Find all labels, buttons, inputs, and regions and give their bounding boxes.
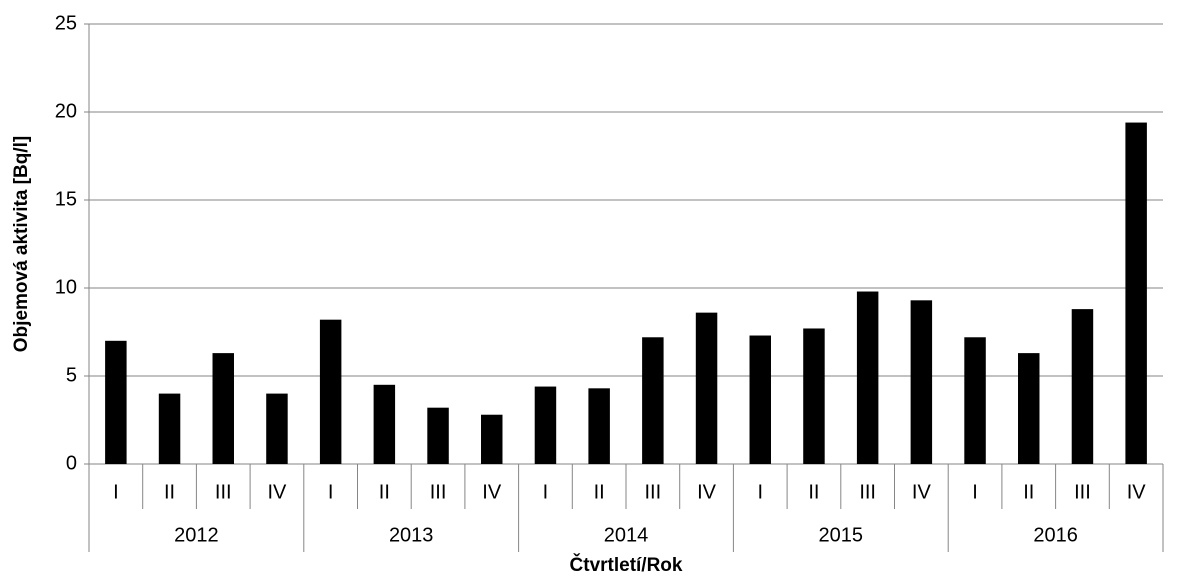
- y-tick-label: 5: [66, 364, 77, 386]
- bar: [319, 319, 342, 464]
- x-tick-label: I: [972, 481, 978, 503]
- group-label: 2015: [819, 524, 864, 546]
- bar: [1018, 353, 1040, 464]
- x-tick-label: III: [215, 481, 232, 503]
- x-tick-label: II: [164, 481, 175, 503]
- bar: [427, 407, 449, 464]
- y-tick-label: 25: [55, 12, 77, 34]
- y-tick-label: 20: [55, 100, 77, 122]
- x-tick-label: IV: [912, 481, 932, 503]
- bar: [105, 340, 127, 464]
- x-tick-label: I: [757, 481, 763, 503]
- y-axis-title: Objemová aktivita [Bq/l]: [11, 136, 32, 352]
- y-tick-label: 0: [66, 452, 77, 474]
- x-tick-label: I: [543, 481, 549, 503]
- bar: [534, 386, 557, 464]
- bar: [266, 393, 288, 464]
- bar: [481, 414, 503, 464]
- x-tick-label: IV: [267, 481, 287, 503]
- group-label: 2013: [389, 524, 434, 546]
- x-tick-label: II: [379, 481, 390, 503]
- y-tick-label: 15: [55, 188, 77, 210]
- bar: [749, 335, 771, 464]
- x-tick-label: II: [594, 481, 605, 503]
- group-label: 2016: [1033, 524, 1078, 546]
- bar: [158, 393, 181, 464]
- bar: [910, 300, 933, 464]
- bar: [803, 328, 825, 464]
- bar: [588, 388, 610, 464]
- x-tick-label: III: [1074, 481, 1091, 503]
- x-tick-label: III: [645, 481, 662, 503]
- x-tick-label: III: [859, 481, 876, 503]
- bar: [212, 353, 234, 464]
- x-tick-label: III: [430, 481, 447, 503]
- bar: [1071, 309, 1094, 464]
- bar: [1125, 122, 1147, 464]
- y-tick-label: 10: [55, 276, 77, 298]
- x-tick-label: IV: [1127, 481, 1147, 503]
- bar: [964, 337, 986, 464]
- x-tick-label: I: [113, 481, 119, 503]
- bar: [856, 291, 879, 464]
- bar: [373, 384, 396, 464]
- group-label: 2014: [604, 524, 649, 546]
- x-tick-label: IV: [482, 481, 502, 503]
- group-label: 2012: [174, 524, 219, 546]
- x-tick-label: I: [328, 481, 334, 503]
- x-tick-label: IV: [697, 481, 717, 503]
- x-tick-label: II: [1023, 481, 1034, 503]
- bar: [695, 312, 718, 464]
- x-axis-title: Čtvrtletí/Rok: [570, 554, 683, 576]
- bar: [642, 337, 664, 464]
- x-tick-label: II: [808, 481, 819, 503]
